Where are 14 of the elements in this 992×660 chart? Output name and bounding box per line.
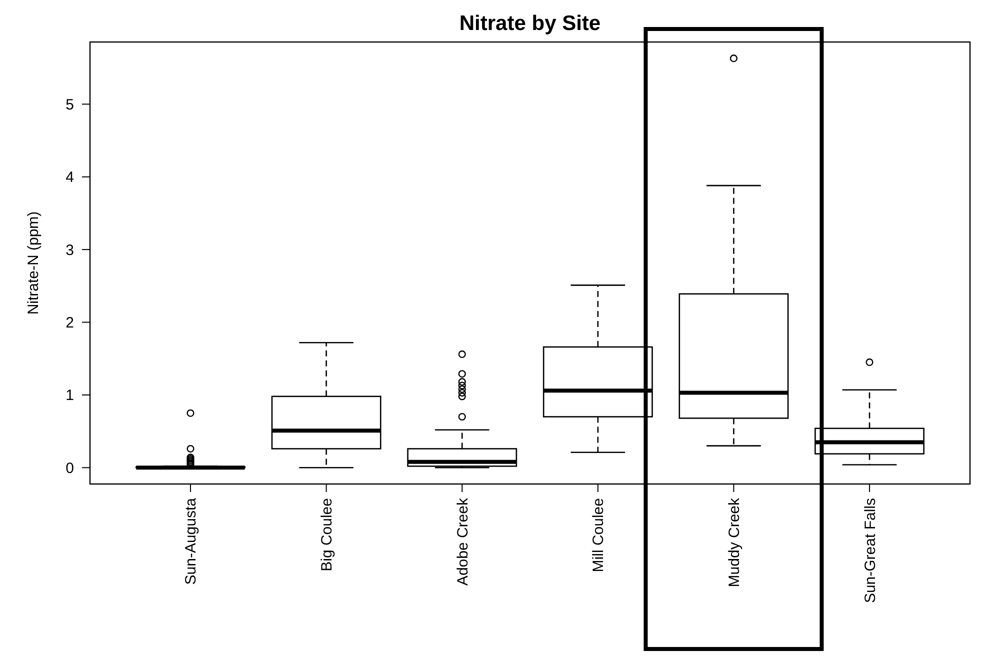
chart-title: Nitrate by Site <box>459 12 601 35</box>
y-tick-label: 0 <box>66 460 74 477</box>
y-tick-label: 4 <box>66 169 74 186</box>
x-tick-label: Sun-Augusta <box>182 497 200 585</box>
x-tick-label: Muddy Creek <box>726 498 743 588</box>
y-tick-label: 5 <box>66 96 74 114</box>
y-tick-label: 3 <box>66 242 74 259</box>
x-tick-label: Mill Coulee <box>590 498 608 572</box>
y-tick-label: 1 <box>66 387 74 404</box>
y-axis-title: Nitrate-N (ppm) <box>25 211 42 315</box>
x-tick-label: Sun-Great Falls <box>862 498 879 604</box>
x-tick-label: Adobe Creek <box>454 498 472 586</box>
y-tick-label: 2 <box>66 314 74 332</box>
x-tick-label: Big Coulee <box>318 498 336 572</box>
